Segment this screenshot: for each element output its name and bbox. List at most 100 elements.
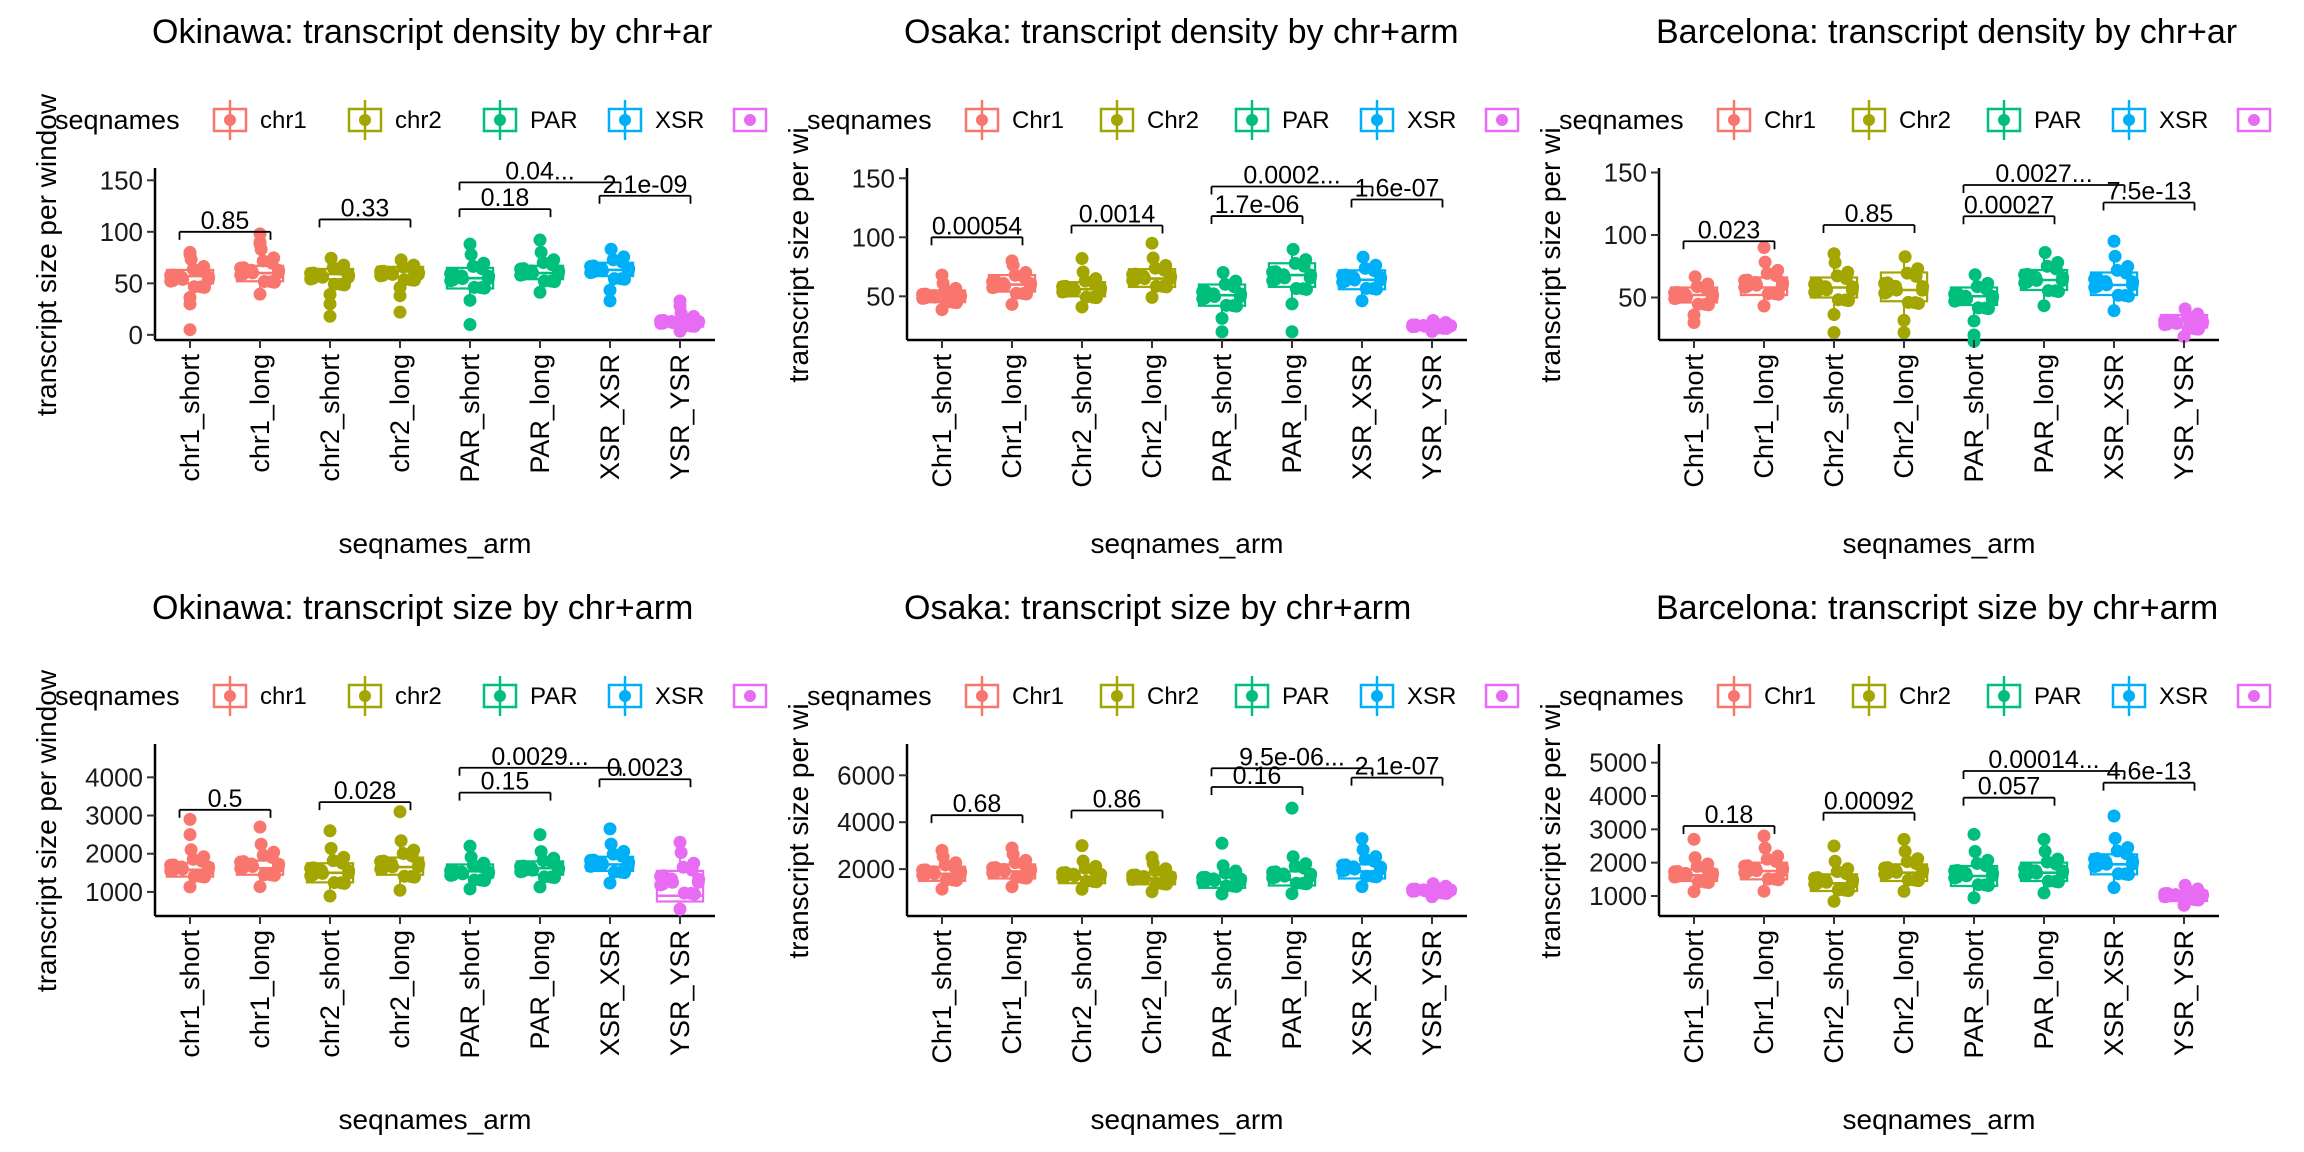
outlier-point bbox=[1076, 252, 1089, 265]
data-point bbox=[1948, 864, 1961, 877]
data-point bbox=[395, 253, 408, 266]
legend-key-dot bbox=[2123, 690, 2135, 702]
data-point bbox=[255, 838, 268, 851]
legend-key-dot bbox=[1496, 690, 1508, 702]
x-tick-label: PAR_long bbox=[1277, 354, 1307, 474]
data-point bbox=[1360, 282, 1373, 295]
data-point bbox=[1981, 854, 1994, 867]
data-point bbox=[986, 861, 999, 874]
data-point bbox=[2121, 841, 2134, 854]
outlier-point bbox=[1006, 842, 1019, 855]
data-point bbox=[2191, 883, 2204, 896]
x-tick-label: PAR_long bbox=[2029, 930, 2059, 1050]
legend-key-dot bbox=[1863, 690, 1875, 702]
data-point bbox=[1832, 883, 1845, 896]
data-point bbox=[2038, 299, 2051, 312]
outlier-point bbox=[1216, 837, 1229, 850]
outlier-point bbox=[1356, 832, 1369, 845]
data-point bbox=[188, 280, 201, 293]
legend-label: PAR bbox=[1282, 683, 1330, 710]
outlier-point bbox=[1968, 329, 1981, 342]
outlier-point bbox=[184, 323, 197, 336]
chart-title: Okinawa: transcript size by chr+arm bbox=[152, 589, 693, 627]
p-value-label: 0.0002... bbox=[1243, 162, 1340, 190]
p-value-label: 0.15 bbox=[481, 768, 530, 796]
x-tick-label: XSR_XSR bbox=[1347, 354, 1377, 480]
legend-title: seqnames bbox=[807, 681, 932, 711]
data-point bbox=[1150, 877, 1163, 890]
outlier-point bbox=[936, 269, 949, 282]
x-tick-label: PAR_short bbox=[1959, 354, 1989, 483]
data-point bbox=[2088, 273, 2101, 286]
legend-label: chr2 bbox=[395, 683, 442, 710]
legend-label: XSR bbox=[655, 107, 704, 134]
outlier-point bbox=[464, 238, 477, 251]
data-point bbox=[2088, 852, 2101, 865]
data-point bbox=[687, 857, 700, 870]
data-point bbox=[337, 259, 350, 272]
y-tick-label: 100 bbox=[852, 222, 895, 252]
data-point bbox=[1968, 314, 1981, 327]
x-tick-label: Chr2_long bbox=[1137, 930, 1167, 1055]
data-point bbox=[337, 851, 350, 864]
data-point bbox=[325, 252, 338, 265]
legend-title: seqnames bbox=[1559, 105, 1684, 135]
data-point bbox=[1147, 252, 1160, 265]
data-point bbox=[538, 274, 551, 287]
legend-key-dot bbox=[224, 114, 236, 126]
data-point bbox=[398, 870, 411, 883]
data-point bbox=[2108, 304, 2121, 317]
p-value-label: 0.0029... bbox=[491, 743, 588, 771]
data-point bbox=[538, 870, 551, 883]
data-point bbox=[1689, 270, 1702, 283]
y-axis-label: transcript size per wi bbox=[1535, 127, 1566, 382]
data-point bbox=[940, 873, 953, 886]
data-point bbox=[395, 834, 408, 847]
data-point bbox=[617, 250, 630, 263]
data-point bbox=[1898, 314, 1911, 327]
p-value-label: 0.18 bbox=[481, 184, 530, 212]
legend-label: XSR bbox=[655, 683, 704, 710]
outlier-point bbox=[464, 840, 477, 853]
y-tick-label: 150 bbox=[1604, 158, 1647, 188]
data-point bbox=[1080, 875, 1093, 888]
data-point bbox=[1336, 269, 1349, 282]
data-point bbox=[1762, 873, 1775, 886]
legend-key-dot bbox=[224, 690, 236, 702]
data-point bbox=[1738, 274, 1751, 287]
p-value-label: 0.5 bbox=[208, 785, 243, 813]
data-point bbox=[1217, 266, 1230, 279]
data-point bbox=[2158, 314, 2171, 327]
data-point bbox=[1089, 272, 1102, 285]
p-value-label: 0.0014 bbox=[1079, 200, 1156, 228]
outlier-point bbox=[184, 828, 197, 841]
x-tick-label: XSR_XSR bbox=[595, 930, 625, 1056]
x-tick-label: PAR_short bbox=[1207, 354, 1237, 483]
data-point bbox=[188, 870, 201, 883]
y-tick-label: 6000 bbox=[837, 760, 895, 790]
data-point bbox=[547, 852, 560, 865]
data-point bbox=[477, 857, 490, 870]
data-point bbox=[1080, 291, 1093, 304]
x-tick-label: chr1_short bbox=[175, 930, 205, 1058]
legend-label: chr1 bbox=[260, 107, 307, 134]
data-point bbox=[407, 844, 420, 857]
data-point bbox=[1969, 845, 1982, 858]
data-point bbox=[1126, 268, 1139, 281]
data-point bbox=[1899, 250, 1912, 263]
data-point bbox=[2051, 256, 2064, 269]
data-point bbox=[374, 855, 387, 868]
outlier-point bbox=[604, 822, 617, 835]
data-point bbox=[1828, 308, 1841, 321]
data-point bbox=[1336, 859, 1349, 872]
data-point bbox=[2182, 322, 2195, 335]
legend-label: chr1 bbox=[260, 683, 307, 710]
x-axis-label: seqnames_arm bbox=[339, 1104, 532, 1135]
data-point bbox=[1290, 877, 1303, 890]
data-point bbox=[605, 243, 618, 256]
data-point bbox=[1290, 282, 1303, 295]
outlier-point bbox=[2108, 235, 2121, 248]
data-point bbox=[267, 846, 280, 859]
data-point bbox=[1019, 854, 1032, 867]
chart-title: Okinawa: transcript density by chr+ar bbox=[152, 13, 712, 51]
